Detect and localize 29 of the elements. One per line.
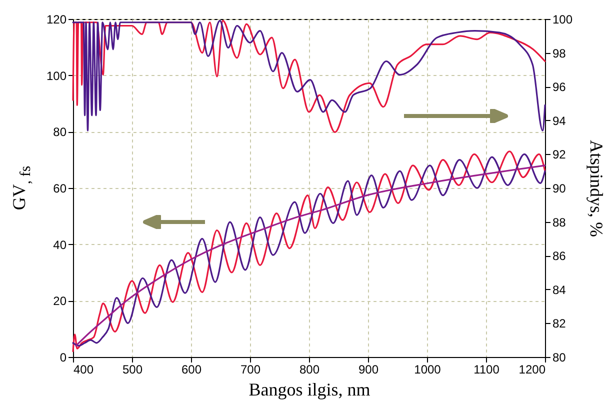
y-tick-label: 20 (53, 294, 67, 308)
x-axis-title: Bangos ilgis, nm (248, 380, 370, 400)
y2-tick-label: 84 (552, 282, 566, 297)
y2-tick-label: 96 (552, 80, 566, 94)
x-tick-label: 500 (122, 362, 143, 376)
x-tick-label: 1000 (414, 362, 442, 376)
y-tick-label: 60 (53, 182, 67, 196)
y2-tick-label: 80 (552, 350, 566, 364)
x-tick-label: 1200 (518, 362, 546, 376)
y2-tick-label: 90 (552, 182, 566, 196)
x-tick-label: 600 (181, 362, 202, 376)
y2-tick-label: 94 (552, 114, 566, 128)
y2-tick-label: 100 (552, 12, 573, 26)
x-tick-label: 900 (358, 362, 379, 376)
y2-tick-label: 92 (552, 148, 566, 162)
y-tick-label: 100 (46, 68, 67, 83)
y2-tick-label: 98 (552, 46, 566, 60)
y2-tick-label: 88 (552, 215, 566, 230)
y2-tick-label: 86 (552, 249, 566, 264)
x-tick-label: 700 (240, 362, 261, 376)
y-tick-label: 0 (60, 350, 67, 364)
x-tick-label: 400 (74, 362, 94, 376)
y2-axis-title: Atspindys, % (586, 140, 607, 238)
y-tick-label: 120 (46, 12, 67, 26)
y-tick-label: 40 (53, 238, 67, 252)
y-tick-label: 80 (53, 125, 67, 140)
x-tick-label: 800 (299, 362, 320, 376)
x-tick-label: 1100 (474, 362, 500, 376)
y2-tick-label: 82 (552, 316, 566, 331)
